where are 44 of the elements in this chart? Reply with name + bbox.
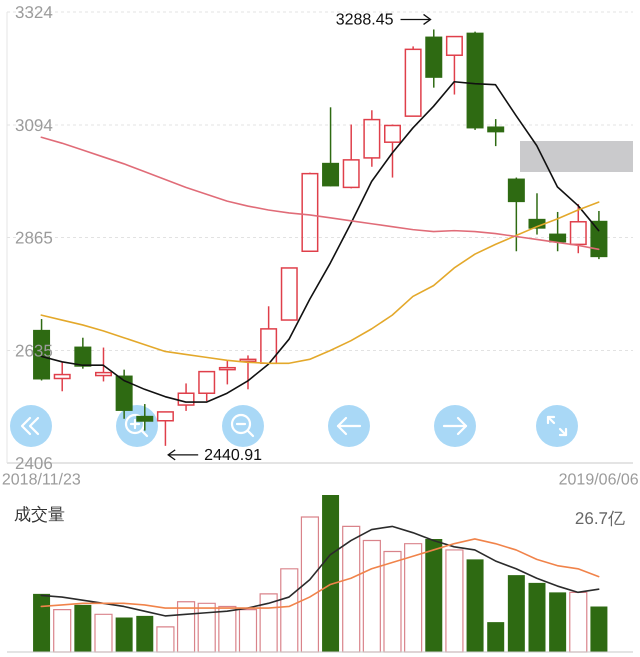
y-tick-label: 2865 [15, 228, 53, 247]
bar [33, 594, 50, 652]
bar [425, 538, 442, 652]
candlestick [549, 211, 566, 252]
y-tick-label: 2406 [15, 454, 53, 472]
bar [466, 559, 484, 652]
bar [176, 601, 196, 653]
bar [487, 622, 504, 652]
bar [404, 543, 422, 653]
bar [549, 592, 566, 652]
annotation: 26.7亿 [574, 509, 625, 529]
bar [116, 617, 133, 652]
bar [300, 516, 320, 653]
bar [445, 549, 464, 653]
x-tick-label: 2018/11/23 [2, 471, 81, 488]
bar [383, 550, 402, 653]
bar [238, 609, 258, 653]
bar [94, 614, 113, 653]
candlestick [508, 176, 525, 252]
candlestick [363, 110, 380, 168]
y-tick-label: 3324 [15, 2, 53, 22]
candlestick [54, 362, 71, 392]
x-tick-label: 2019/06/06 [558, 471, 639, 488]
bar [156, 626, 175, 653]
bar [569, 592, 588, 653]
bar [198, 602, 216, 653]
bar [342, 526, 360, 653]
annotation: 3288.45 [336, 10, 394, 28]
y-tick-label: 3094 [15, 115, 53, 134]
bar [260, 593, 278, 653]
bar [74, 604, 92, 652]
bar [590, 606, 608, 652]
bar [508, 575, 525, 652]
bar [53, 609, 72, 653]
annotation: 2440.91 [204, 446, 262, 464]
text: 成交量 [14, 505, 65, 525]
bar [322, 495, 340, 652]
bar [280, 568, 298, 653]
candlestick [487, 118, 504, 147]
bar [136, 616, 154, 652]
bar [362, 540, 381, 653]
candlestick [74, 336, 92, 370]
candlestick [322, 106, 340, 188]
bar [528, 582, 546, 652]
